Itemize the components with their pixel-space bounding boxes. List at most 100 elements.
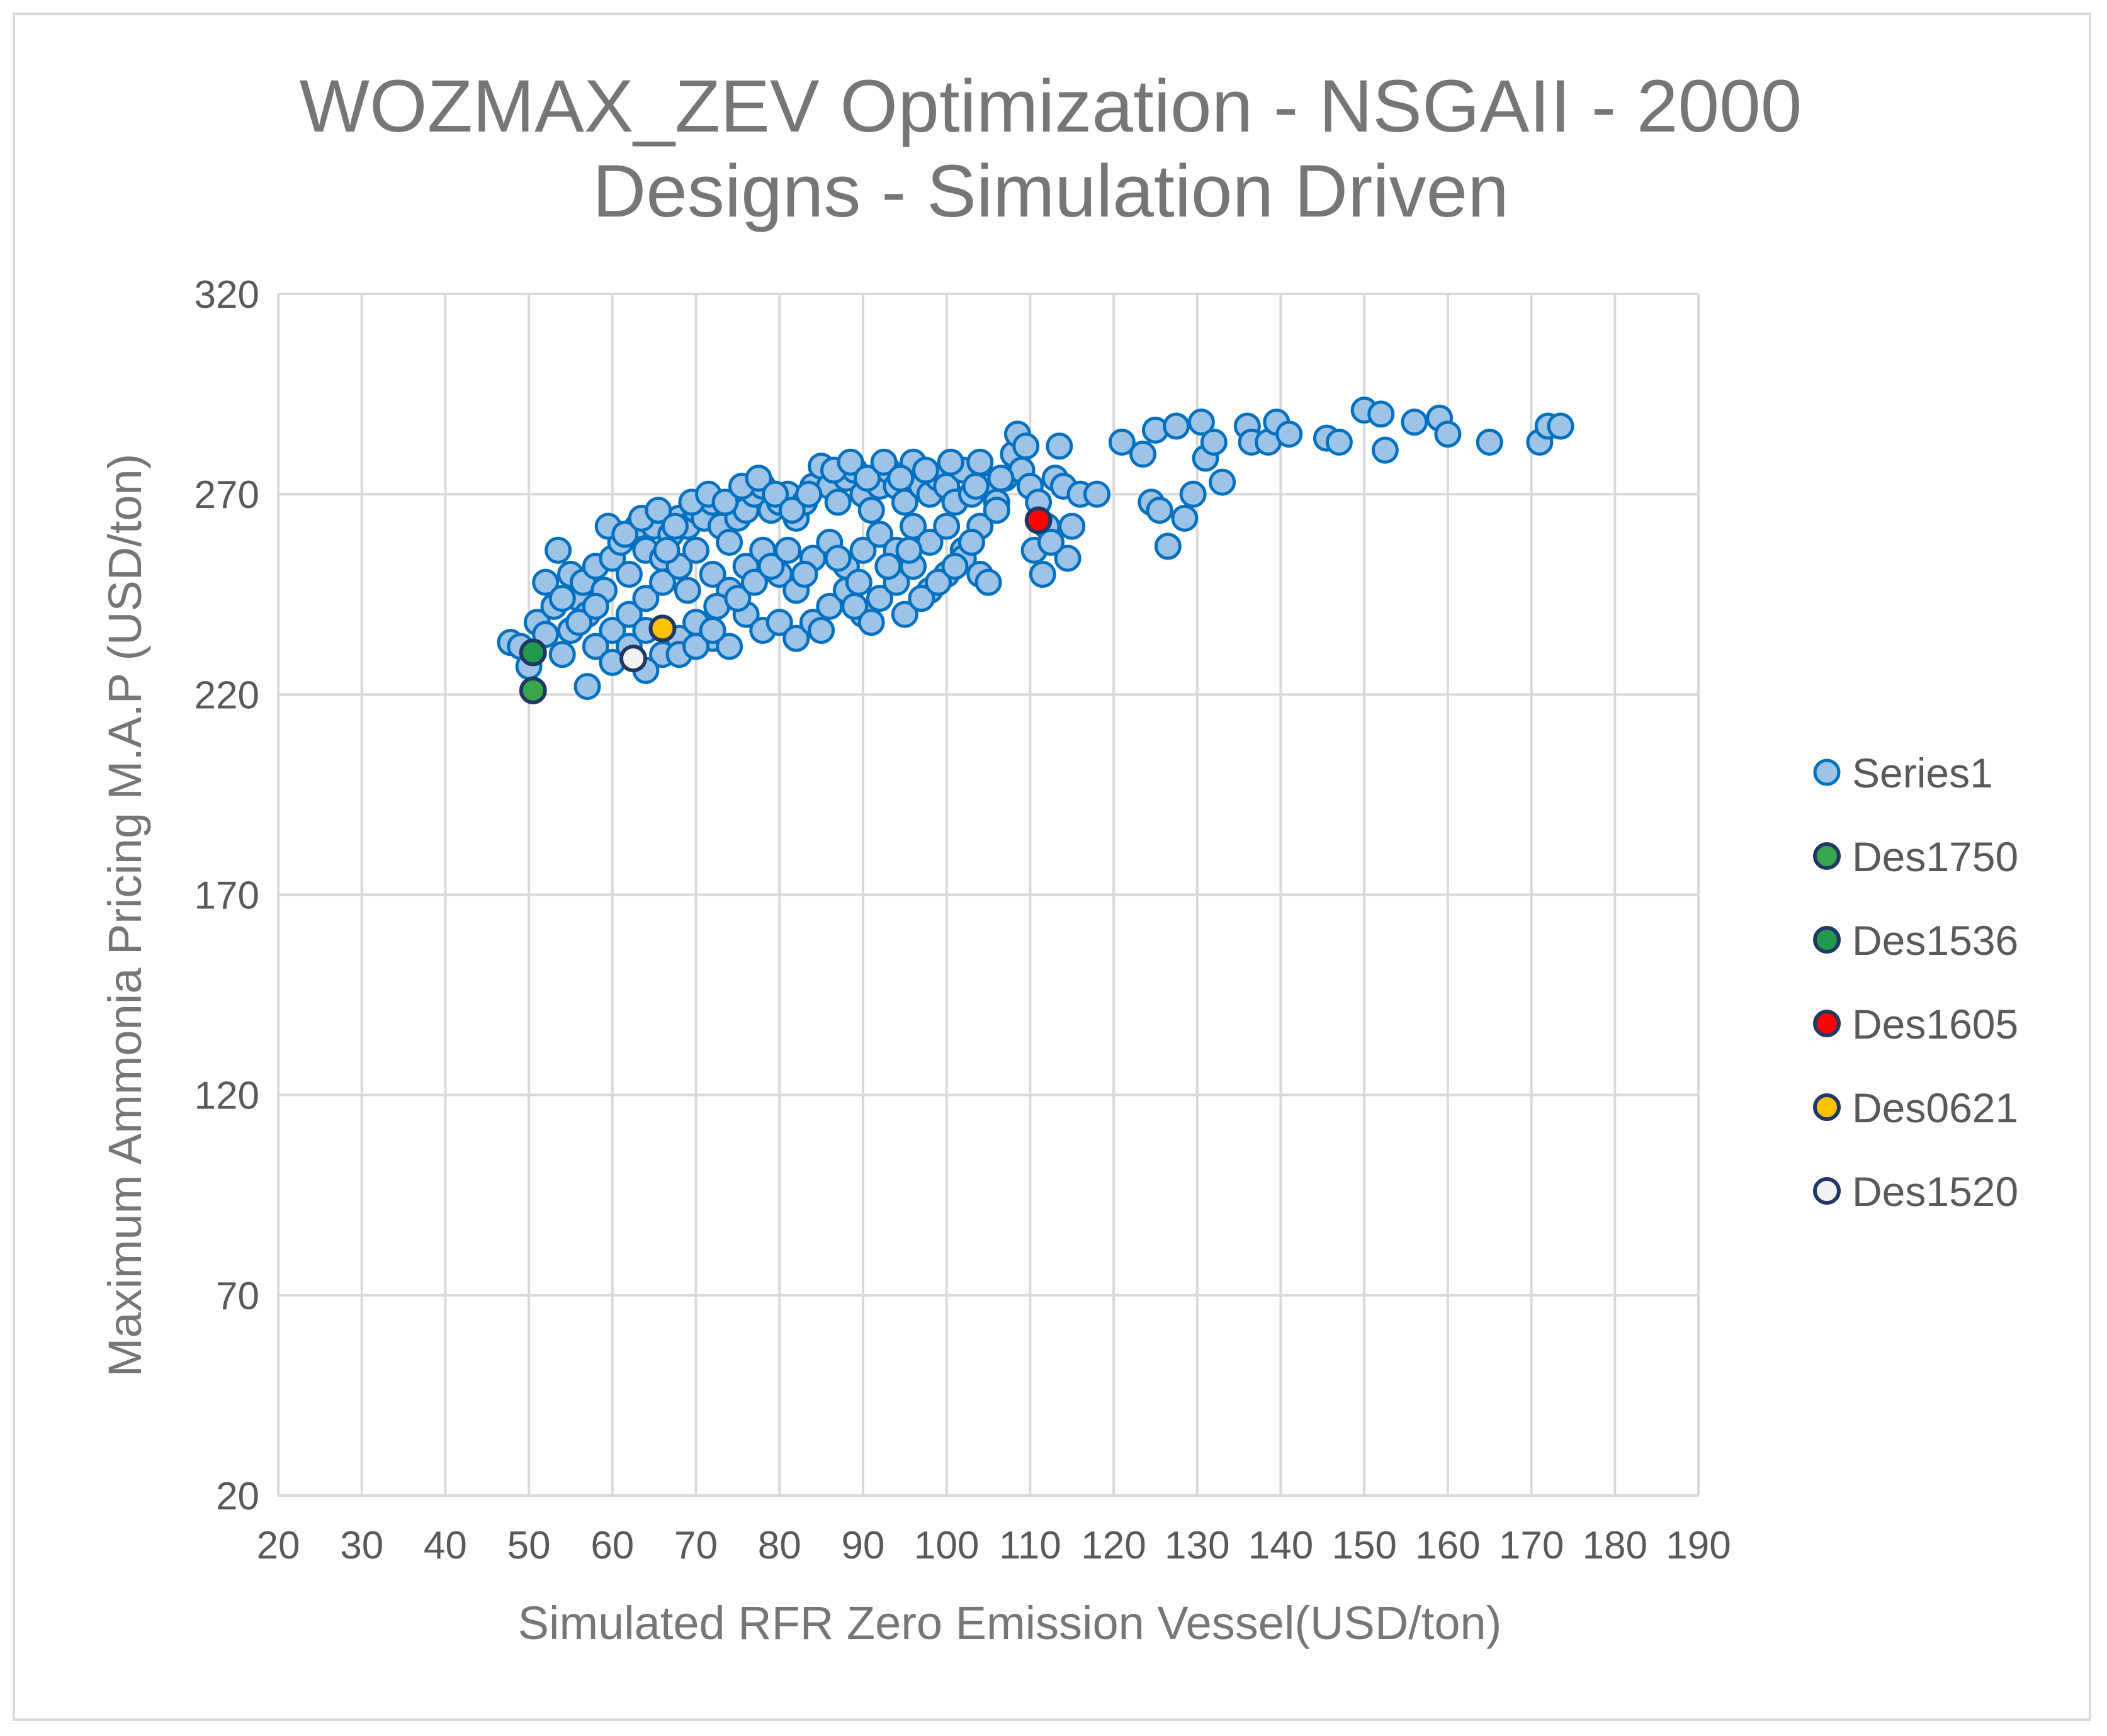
series1-point bbox=[674, 577, 701, 604]
legend-label: Des1520 bbox=[1852, 1168, 2018, 1215]
series1-point bbox=[757, 553, 785, 580]
series1-point bbox=[1108, 428, 1136, 456]
series1-point bbox=[582, 592, 609, 620]
x-tick-label: 170 bbox=[1499, 1524, 1564, 1567]
series1-point bbox=[782, 624, 810, 652]
series1-point bbox=[857, 609, 885, 636]
series1-point bbox=[974, 568, 1002, 596]
series1-point bbox=[795, 480, 823, 508]
legend-marker bbox=[1813, 758, 1841, 786]
series1-point bbox=[962, 472, 990, 500]
series1-point bbox=[824, 544, 852, 572]
series1-point bbox=[912, 456, 939, 484]
point-des1520 bbox=[619, 645, 647, 673]
series1-point bbox=[941, 553, 969, 580]
x-tick-label: 180 bbox=[1583, 1524, 1647, 1567]
series1-point bbox=[582, 633, 609, 660]
series1-point bbox=[887, 465, 915, 492]
series1-point bbox=[1163, 412, 1190, 440]
y-tick-label: 120 bbox=[195, 1074, 259, 1118]
chart-title-line-1: WOZMAX_ZEV Optimization - NSGAII - 2000 bbox=[300, 65, 1802, 148]
series1-point bbox=[966, 448, 994, 476]
series1-point bbox=[1367, 400, 1395, 428]
x-tick-label: 190 bbox=[1666, 1524, 1731, 1567]
y-tick-label: 170 bbox=[195, 874, 259, 918]
series1-point bbox=[1037, 529, 1065, 556]
legend-label: Des1536 bbox=[1852, 917, 2018, 964]
series1-point bbox=[1200, 428, 1228, 456]
chart-title-line-2: Designs - Simulation Driven bbox=[592, 150, 1509, 233]
y-tick-label: 270 bbox=[195, 473, 259, 517]
series1-point bbox=[762, 480, 789, 508]
point-des0621 bbox=[648, 614, 677, 643]
legend: Series1 Des1750 Des1536 Des1605 Des0621 Des15… bbox=[1813, 750, 2018, 1215]
series1-point bbox=[1054, 544, 1082, 572]
series1-point bbox=[1547, 412, 1574, 440]
series1-point bbox=[1058, 512, 1086, 540]
series1-point bbox=[1046, 432, 1073, 460]
series1-point bbox=[1012, 432, 1040, 460]
series1-point bbox=[854, 465, 881, 492]
series1-point bbox=[699, 560, 726, 588]
x-tick-label: 150 bbox=[1331, 1524, 1396, 1567]
y-tick-label: 320 bbox=[195, 273, 259, 317]
series1-point bbox=[599, 617, 626, 645]
point-des1750 bbox=[519, 676, 547, 704]
series1-point bbox=[1275, 420, 1303, 448]
series1-point bbox=[870, 448, 898, 476]
point-des1536 bbox=[519, 638, 547, 667]
x-tick-label: 60 bbox=[590, 1524, 634, 1567]
y-axis-title: Maximum Ammonia Pricing M.A.P (USD/ton) bbox=[99, 454, 151, 1377]
series1-point bbox=[1187, 409, 1215, 436]
x-tick-label: 70 bbox=[674, 1524, 718, 1567]
y-tick-label: 70 bbox=[216, 1275, 259, 1318]
x-tick-label: 20 bbox=[257, 1524, 300, 1567]
data-points bbox=[497, 397, 1574, 704]
series1-point bbox=[661, 512, 689, 540]
y-tick-label: 20 bbox=[216, 1475, 259, 1518]
series1-point bbox=[1401, 409, 1428, 436]
series1-point bbox=[895, 536, 923, 564]
series1-point bbox=[845, 568, 873, 596]
series1-point bbox=[699, 617, 726, 645]
series1-point bbox=[745, 465, 772, 492]
series1-point bbox=[1146, 497, 1173, 524]
chart-frame: WOZMAX_ZEV Optimization - NSGAII - 2000 … bbox=[13, 13, 2091, 1721]
series1-point bbox=[1325, 428, 1353, 456]
point-des1605 bbox=[1024, 506, 1053, 534]
series1-point bbox=[933, 512, 961, 540]
series1-point bbox=[632, 585, 660, 612]
x-tick-label: 50 bbox=[507, 1524, 551, 1567]
series1-point bbox=[957, 529, 985, 556]
series1-point bbox=[1083, 480, 1111, 508]
x-tick-label: 120 bbox=[1081, 1524, 1146, 1567]
series1-point bbox=[1476, 428, 1503, 456]
series1-point bbox=[548, 641, 576, 668]
series1-point bbox=[837, 448, 864, 476]
tick-labels: 20 30 40 50 60 70 80 90 100 110 120 130 140 150 160 170… bbox=[195, 273, 1731, 1567]
legend-marker bbox=[1813, 1093, 1841, 1121]
legend-marker bbox=[1813, 926, 1841, 954]
series1-point bbox=[740, 568, 768, 596]
series1-point bbox=[1154, 533, 1182, 560]
series1-point bbox=[682, 536, 710, 564]
x-tick-label: 90 bbox=[841, 1524, 884, 1567]
series1-point bbox=[908, 585, 935, 612]
legend-marker bbox=[1813, 1010, 1841, 1037]
series1-point bbox=[615, 600, 643, 628]
series1-point bbox=[565, 609, 593, 636]
series1-point bbox=[615, 560, 643, 588]
series1-point bbox=[924, 568, 952, 596]
legend-marker bbox=[1813, 1177, 1841, 1205]
series1-point bbox=[1171, 504, 1199, 532]
x-tick-label: 40 bbox=[424, 1524, 467, 1567]
series1-point bbox=[778, 497, 806, 524]
series1-point bbox=[866, 521, 893, 548]
series1-point bbox=[645, 497, 672, 524]
series1-point bbox=[1129, 441, 1157, 468]
series1-point bbox=[1371, 436, 1399, 464]
x-tick-label: 130 bbox=[1165, 1524, 1229, 1567]
scatter-chart: WOZMAX_ZEV Optimization - NSGAII - 2000 … bbox=[99, 65, 2018, 1649]
x-tick-label: 100 bbox=[914, 1524, 979, 1567]
series1-point bbox=[1209, 468, 1236, 496]
